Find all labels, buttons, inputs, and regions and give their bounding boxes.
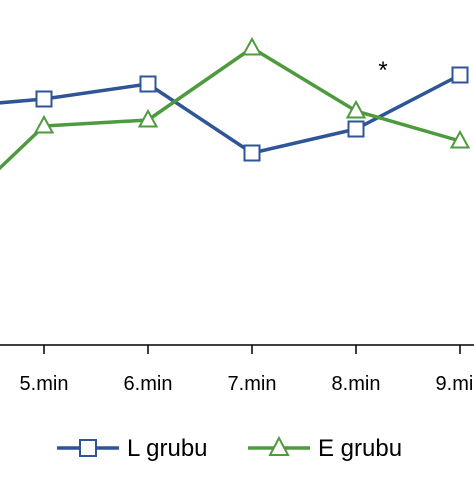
data-point-triangle [449,129,471,149]
axis-layer [0,344,474,354]
x-tick-label: 5.min [20,373,69,395]
data-point-triangle [33,114,55,134]
legend-label-1: L grubu [127,435,208,462]
data-point-triangle [137,108,159,128]
legend-marker-triangle [268,435,290,456]
data-point-triangle [345,99,367,119]
series-line-2 [0,46,461,171]
data-point-triangle [241,36,263,56]
data-point-square [347,120,365,138]
legend-marker-square [79,439,97,457]
data-point-square [451,66,469,84]
series-layer [0,36,471,171]
x-tick-label: 8.min [332,373,381,395]
data-point-square [35,90,53,108]
x-tick-label: 6.min [124,373,173,395]
significance-marker: * [378,57,387,84]
legend-label-2: E grubu [318,435,402,462]
legend: L grubu E grubu [57,435,402,462]
x-tick-label: 7.min [228,373,277,395]
x-tick-label: 9.min [436,373,474,395]
data-point-square [243,144,261,162]
series-line-1 [0,73,461,155]
data-point-square [139,75,157,93]
